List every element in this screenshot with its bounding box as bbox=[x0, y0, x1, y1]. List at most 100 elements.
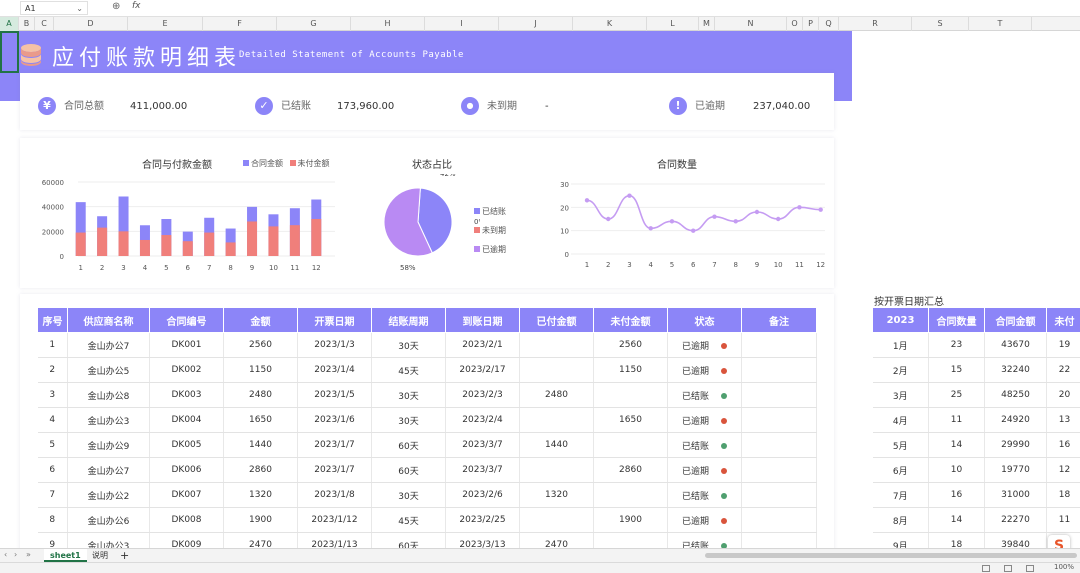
cell-remark[interactable] bbox=[741, 482, 817, 508]
cell-paid[interactable] bbox=[519, 457, 594, 483]
column-header-o[interactable]: O bbox=[787, 17, 803, 31]
cell-cycle[interactable]: 30天 bbox=[371, 482, 446, 508]
cell-unpaid[interactable] bbox=[593, 532, 668, 548]
summary-row[interactable]: 9月183984028 bbox=[872, 532, 1080, 548]
table-row[interactable]: 5 金山办公9 DK005 1440 2023/1/7 60天 2023/3/7 1440 已结… bbox=[37, 432, 817, 458]
column-header-p[interactable]: P bbox=[803, 17, 819, 31]
summary-cell-amount[interactable]: 48250 bbox=[984, 382, 1047, 408]
cell-contract[interactable]: DK005 bbox=[149, 432, 224, 458]
summary-cell-month[interactable]: 9月 bbox=[872, 532, 929, 548]
summary-cell-unpaid[interactable]: 22 bbox=[1046, 357, 1080, 383]
summary-row[interactable]: 1月 23 43670 19 bbox=[872, 332, 1080, 358]
summary-cell-unpaid[interactable]: 13 bbox=[1046, 407, 1080, 433]
summary-cell-unpaid[interactable]: 16 bbox=[1046, 432, 1080, 458]
column-header-1[interactable]: 供应商名称 bbox=[67, 307, 150, 333]
column-header-4[interactable]: 开票日期 bbox=[297, 307, 372, 333]
cell-remark[interactable] bbox=[741, 432, 817, 458]
cell-unpaid[interactable]: 1900 bbox=[593, 507, 668, 533]
cell-amount[interactable]: 1900 bbox=[223, 507, 298, 533]
cell-amount[interactable]: 1320 bbox=[223, 482, 298, 508]
summary-cell-unpaid[interactable]: 11 bbox=[1046, 507, 1080, 533]
column-header-7[interactable]: 已付金额 bbox=[519, 307, 594, 333]
column-header-k[interactable]: K bbox=[573, 17, 647, 31]
cell-contract[interactable]: DK008 bbox=[149, 507, 224, 533]
cell-contract[interactable]: DK006 bbox=[149, 457, 224, 483]
cell-status[interactable]: 已逾期 bbox=[667, 332, 742, 358]
summary-row[interactable]: 7月 16 31000 18 bbox=[872, 482, 1080, 508]
cell-invoice-date[interactable]: 2023/1/13 bbox=[297, 532, 372, 548]
cell-supplier[interactable]: 金山办公6 bbox=[67, 507, 150, 533]
summary-row[interactable]: 8月 14 22270 11 bbox=[872, 507, 1080, 533]
cell-status[interactable]: 已逾期 bbox=[667, 457, 742, 483]
active-cell-cursor[interactable] bbox=[0, 31, 19, 73]
cell-contract[interactable]: DK002 bbox=[149, 357, 224, 383]
column-header-j[interactable]: J bbox=[499, 17, 573, 31]
table-row[interactable]: 2 金山办公5 DK002 1150 2023/1/4 45天 2023/2/17 1150 已… bbox=[37, 357, 817, 383]
cell-unpaid[interactable]: 1150 bbox=[593, 357, 668, 383]
cell-due-date[interactable]: 2023/2/4 bbox=[445, 407, 520, 433]
cell-cycle[interactable]: 30天 bbox=[371, 382, 446, 408]
cell-status[interactable]: 已结账 bbox=[667, 532, 742, 548]
cell-paid[interactable] bbox=[519, 507, 594, 533]
cell-due-date[interactable]: 2023/3/7 bbox=[445, 457, 520, 483]
cell-unpaid[interactable] bbox=[593, 482, 668, 508]
cell-due-date[interactable]: 2023/2/1 bbox=[445, 332, 520, 358]
normal-view-icon[interactable] bbox=[982, 565, 990, 572]
tab-sheet1[interactable]: sheet1 bbox=[44, 549, 87, 562]
cell-no[interactable]: 2 bbox=[37, 357, 68, 383]
summary-row[interactable]: 6月 10 19770 12 bbox=[872, 457, 1080, 483]
zoom-level[interactable]: 100% bbox=[1053, 563, 1074, 571]
column-header-l[interactable]: L bbox=[647, 17, 699, 31]
summary-row[interactable]: 2月 15 32240 22 bbox=[872, 357, 1080, 383]
cell-contract[interactable]: DK003 bbox=[149, 382, 224, 408]
cell-cycle[interactable]: 60天 bbox=[371, 532, 446, 548]
column-header-6[interactable]: 到账日期 bbox=[445, 307, 520, 333]
cell-no[interactable]: 7 bbox=[37, 482, 68, 508]
cell-remark[interactable] bbox=[741, 357, 817, 383]
cell-supplier[interactable]: 金山办公3 bbox=[67, 407, 150, 433]
add-sheet-button[interactable]: + bbox=[120, 549, 130, 562]
page-layout-icon[interactable] bbox=[1004, 565, 1012, 572]
cell-cycle[interactable]: 45天 bbox=[371, 357, 446, 383]
summary-cell-count[interactable]: 14 bbox=[928, 432, 985, 458]
summary-cell-month[interactable]: 6月 bbox=[872, 457, 929, 483]
zoom-icon[interactable]: ⊕ bbox=[112, 1, 121, 12]
cell-unpaid[interactable] bbox=[593, 432, 668, 458]
cell-remark[interactable] bbox=[741, 507, 817, 533]
summary-row[interactable]: 4月 11 24920 13 bbox=[872, 407, 1080, 433]
cell-amount[interactable]: 1440 bbox=[223, 432, 298, 458]
cell-cycle[interactable]: 30天 bbox=[371, 407, 446, 433]
summary-row[interactable]: 3月 25 48250 20 bbox=[872, 382, 1080, 408]
column-header-e[interactable]: E bbox=[128, 17, 203, 31]
column-header-q[interactable]: Q bbox=[819, 17, 839, 31]
cell-supplier[interactable]: 金山办公8 bbox=[67, 382, 150, 408]
cell-remark[interactable] bbox=[741, 382, 817, 408]
summary-cell-count[interactable]: 14 bbox=[928, 507, 985, 533]
summary-cell-amount[interactable]: 22270 bbox=[984, 507, 1047, 533]
table-row[interactable]: 4 金山办公3 DK004 1650 2023/1/6 30天 2023/2/4 1650 已逾… bbox=[37, 407, 817, 433]
chevron-down-icon[interactable]: ⌄ bbox=[76, 4, 83, 13]
cell-amount[interactable]: 2480 bbox=[223, 382, 298, 408]
summary-cell-count[interactable]: 23 bbox=[928, 332, 985, 358]
cell-no[interactable]: 9 bbox=[37, 532, 68, 548]
column-header-9[interactable]: 状态 bbox=[667, 307, 742, 333]
summary-cell-month[interactable]: 2月 bbox=[872, 357, 929, 383]
column-header-f[interactable]: F bbox=[203, 17, 277, 31]
summary-cell-unpaid[interactable]: 18 bbox=[1046, 482, 1080, 508]
summary-cell-month[interactable]: 5月 bbox=[872, 432, 929, 458]
column-header-d[interactable]: D bbox=[54, 17, 128, 31]
cell-cycle[interactable]: 60天 bbox=[371, 432, 446, 458]
column-header-m[interactable]: M bbox=[699, 17, 715, 31]
cell-paid[interactable]: 2480 bbox=[519, 382, 594, 408]
summary-cell-count[interactable]: 18 bbox=[928, 532, 985, 548]
cell-supplier[interactable]: 金山办公7 bbox=[67, 457, 150, 483]
cell-contract[interactable]: DK004 bbox=[149, 407, 224, 433]
cell-remark[interactable] bbox=[741, 407, 817, 433]
column-header-c[interactable]: C bbox=[35, 17, 54, 31]
cell-amount[interactable]: 1650 bbox=[223, 407, 298, 433]
cell-amount[interactable]: 2470 bbox=[223, 532, 298, 548]
table-row[interactable]: 7 金山办公2 DK007 1320 2023/1/8 30天 2023/2/6 1320 已结… bbox=[37, 482, 817, 508]
cell-status[interactable]: 已结账 bbox=[667, 482, 742, 508]
summary-cell-unpaid[interactable]: 12 bbox=[1046, 457, 1080, 483]
summary-row[interactable]: 5月 14 29990 16 bbox=[872, 432, 1080, 458]
